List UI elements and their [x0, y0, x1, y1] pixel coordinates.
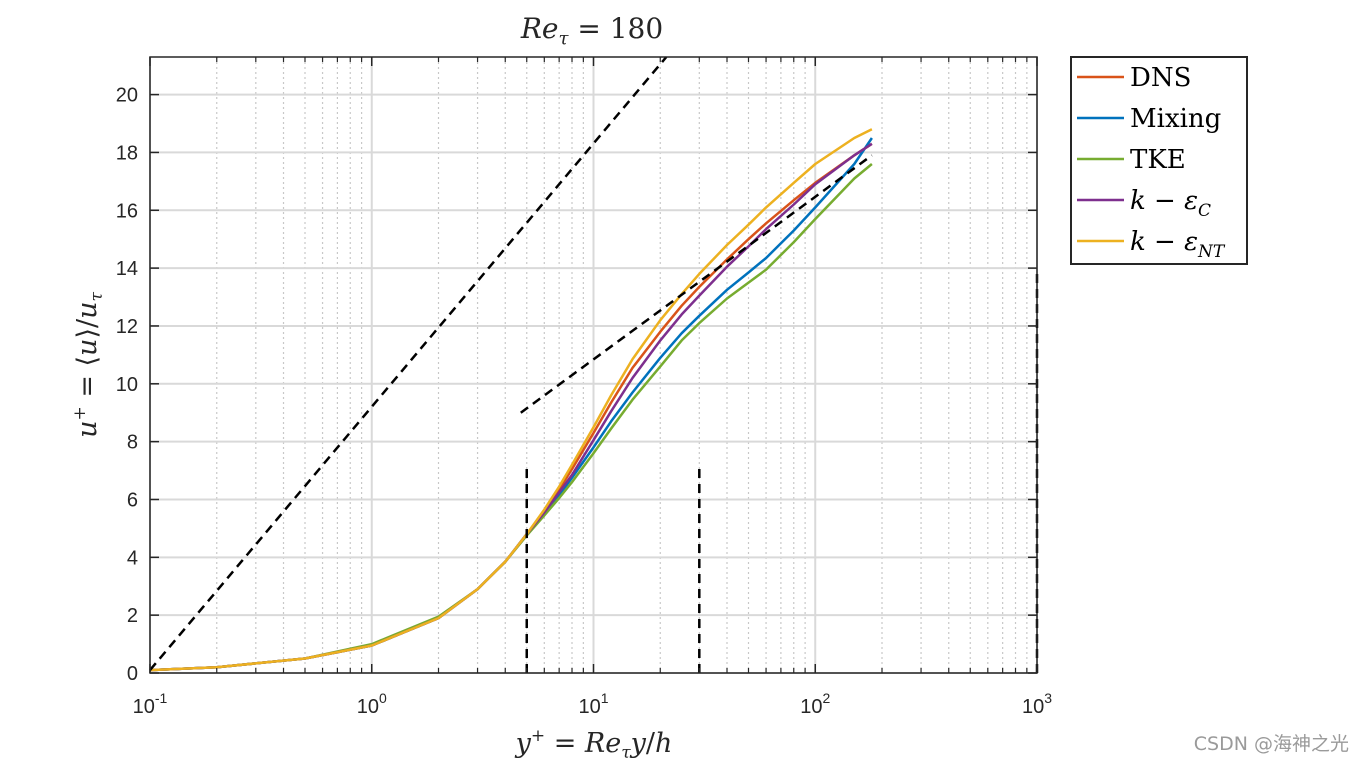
y-tick-label: 12	[116, 316, 138, 338]
legend-label: k − εC	[1130, 186, 1211, 221]
legend-box	[1070, 56, 1248, 265]
x-tick-labels: 10-1 100 101 102 103	[133, 690, 1053, 718]
series-line	[149, 163, 873, 672]
y-tick-label: 16	[116, 200, 138, 222]
grid	[149, 57, 1038, 674]
x-tick-label: 100	[357, 690, 387, 718]
series-line	[149, 142, 873, 672]
legend-label: DNS	[1130, 63, 1191, 93]
y-tick-label: 10	[116, 374, 138, 396]
y-tick-label: 14	[116, 258, 138, 280]
x-axis-label: y+ = Reτy/h	[515, 726, 673, 763]
y-tick-label: 20	[116, 85, 138, 107]
series-line	[149, 137, 873, 672]
x-tick-label: 102	[800, 690, 830, 718]
watermark: CSDN @海神之光	[1193, 733, 1349, 755]
legend-label: k − εNT	[1130, 227, 1226, 262]
series-line	[149, 142, 873, 672]
x-tick-label: 103	[1022, 690, 1052, 718]
x-tick-label: 10-1	[133, 690, 168, 718]
series-line	[149, 128, 873, 672]
y-tick-label: 4	[127, 547, 138, 569]
legend-label: Mixing	[1130, 104, 1221, 134]
y-tick-labels: 0 2 4 6 8 10 12 14 16 18 20	[116, 85, 138, 685]
y-tick-label: 2	[127, 605, 138, 627]
axis-ticks	[149, 57, 1038, 674]
y-axis-label: u+ = ⟨u⟩/uτ	[70, 292, 107, 438]
legend: DNS Mixing TKE k − εC k − εNT	[1070, 56, 1248, 265]
legend-label: TKE	[1130, 145, 1186, 175]
reference-line	[149, 56, 668, 671]
chart-title: Reτ = 180	[520, 12, 663, 49]
y-tick-label: 8	[127, 432, 138, 454]
reference-line	[520, 154, 873, 414]
series-layer	[149, 128, 873, 672]
y-tick-label: 18	[116, 142, 138, 164]
y-tick-label: 0	[127, 663, 138, 685]
x-tick-label: 101	[578, 690, 608, 718]
y-tick-label: 6	[127, 489, 138, 511]
